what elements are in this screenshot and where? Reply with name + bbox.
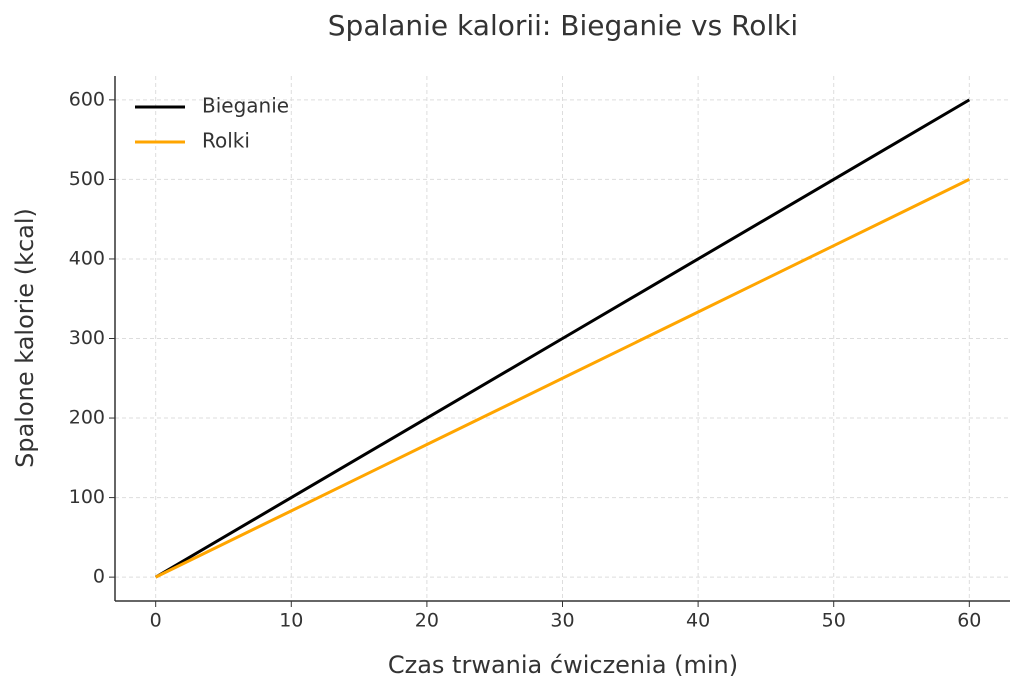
y-tick-label: 0 (93, 566, 105, 588)
y-tick-label: 100 (69, 486, 105, 508)
x-tick-label: 60 (957, 610, 981, 632)
legend-label: Rolki (202, 129, 250, 153)
x-tick-label: 20 (415, 610, 439, 632)
y-tick-label: 300 (69, 327, 105, 349)
x-tick-label: 40 (686, 610, 710, 632)
x-tick-label: 30 (550, 610, 574, 632)
x-axis-label: Czas trwania ćwiczenia (min) (388, 651, 738, 679)
data-line (154, 98, 971, 579)
chart-title: Spalanie kalorii: Bieganie vs Rolki (328, 9, 798, 42)
x-tick-label: 50 (822, 610, 846, 632)
y-tick-label: 200 (69, 407, 105, 429)
y-axis-label: Spalone kalorie (kcal) (11, 208, 39, 468)
y-tick-label: 500 (69, 168, 105, 190)
y-tick-label: 600 (69, 88, 105, 110)
x-tick-label: 10 (279, 610, 303, 632)
data-line (155, 178, 970, 579)
y-tick-label: 400 (69, 247, 105, 269)
legend-label: Bieganie (202, 94, 289, 118)
x-tick-label: 0 (150, 610, 162, 632)
